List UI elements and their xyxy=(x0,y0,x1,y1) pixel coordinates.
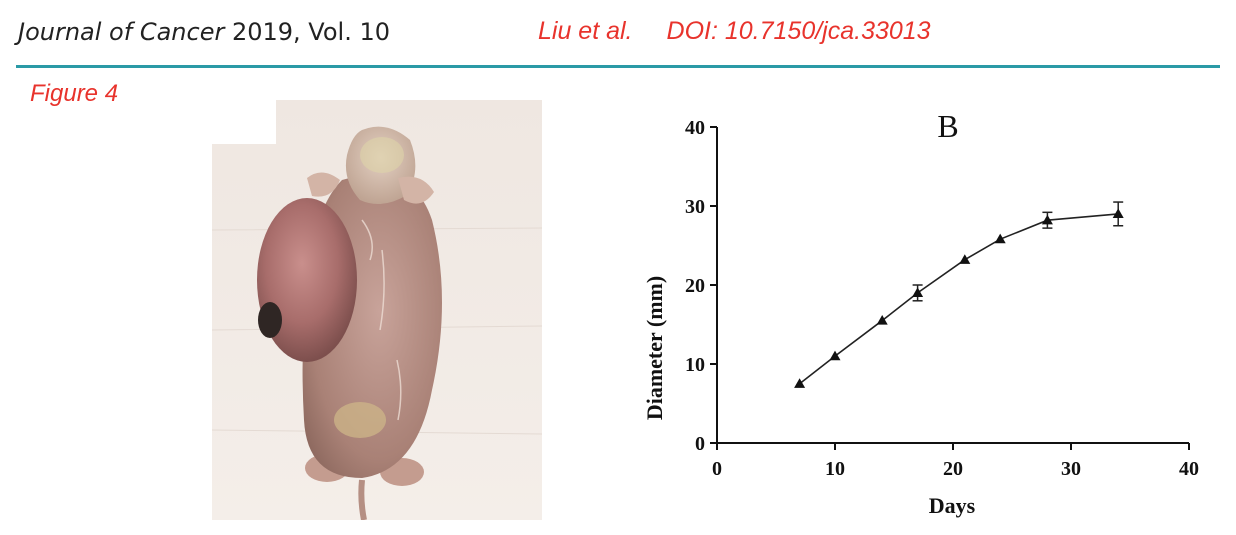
x-tick-label: 0 xyxy=(712,458,722,480)
journal-year-volume: 2019, Vol. 10 xyxy=(224,18,390,46)
article-citation: Liu et al. DOI: 10.7150/jca.33013 xyxy=(538,17,931,46)
x-axis-label: Days xyxy=(929,493,976,518)
data-point xyxy=(959,254,971,264)
series-line xyxy=(799,213,1119,385)
y-tick-label: 30 xyxy=(685,196,705,218)
x-tick-label: 20 xyxy=(943,458,963,480)
data-point xyxy=(876,315,888,325)
panel-a-photo xyxy=(212,100,542,520)
data-point xyxy=(1112,208,1124,219)
data-point xyxy=(829,350,841,361)
chart-title: B xyxy=(937,108,958,144)
y-tick-label: 0 xyxy=(695,433,705,455)
panel-b-chart: A B Diameter (mm) Days 01020304001020304… xyxy=(642,108,1199,518)
authors: Liu et al. xyxy=(538,17,633,45)
data-point xyxy=(994,233,1006,244)
y-tick-label: 40 xyxy=(685,117,705,139)
figure-label: Figure 4 xyxy=(30,80,119,107)
header-rule xyxy=(16,65,1220,68)
journal-name: Journal of Cancer xyxy=(18,18,225,46)
journal-header: Journal of Cancer 2019, Vol. 10 xyxy=(18,18,390,46)
x-tick-label: 30 xyxy=(1061,458,1081,480)
y-tick-label: 10 xyxy=(685,354,705,376)
y-axis-label: Diameter (mm) xyxy=(642,276,667,420)
data-point xyxy=(1041,214,1053,225)
doi: DOI: 10.7150/jca.33013 xyxy=(666,17,931,45)
x-tick-label: 40 xyxy=(1179,458,1199,480)
data-point xyxy=(912,287,924,298)
y-tick-label: 20 xyxy=(685,275,705,297)
x-tick-label: 10 xyxy=(825,458,845,480)
data-point xyxy=(794,378,806,388)
